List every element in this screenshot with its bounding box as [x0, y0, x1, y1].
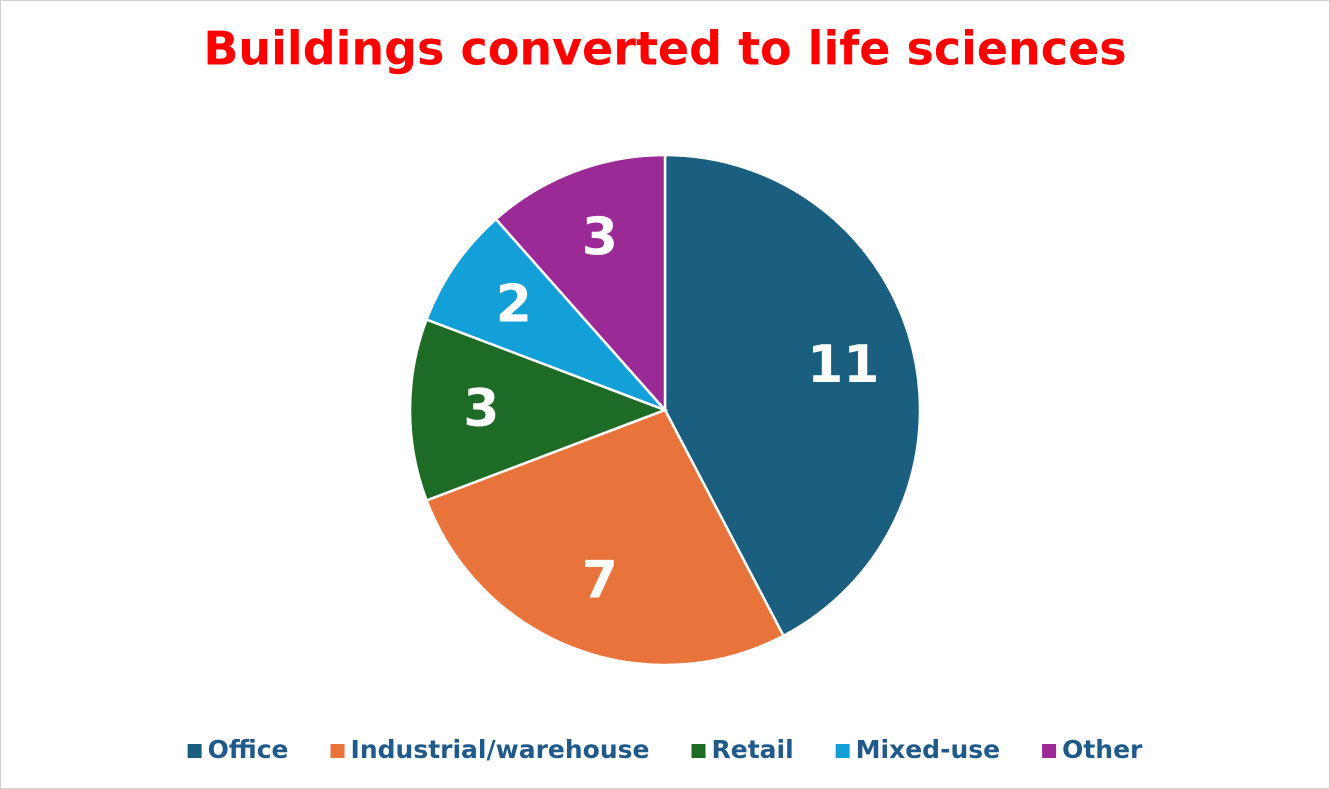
legend-label: Mixed-use	[856, 735, 1000, 764]
legend-marker	[187, 744, 202, 758]
data-label: 3	[582, 207, 618, 267]
pie-slice	[408, 317, 669, 503]
data-label: 2	[496, 275, 532, 335]
legend-marker	[691, 744, 706, 758]
data-label: 7	[582, 551, 618, 611]
pie-slice	[663, 153, 922, 638]
legend-label: Retail	[711, 735, 793, 764]
legend-marker	[835, 744, 850, 758]
pie-slice	[424, 408, 786, 667]
pie-slice	[494, 153, 667, 414]
legend-marker	[330, 744, 345, 758]
data-label: 3	[463, 379, 499, 439]
chart-title: Buildings converted to life sciences	[203, 22, 1126, 76]
legend-label: Other	[1062, 735, 1143, 764]
data-label: 11	[807, 335, 879, 395]
legend-label: Office	[208, 735, 289, 764]
legend-marker	[1042, 744, 1057, 758]
pie-slice	[424, 217, 666, 412]
legend-label: Industrial/warehouse	[351, 735, 650, 764]
